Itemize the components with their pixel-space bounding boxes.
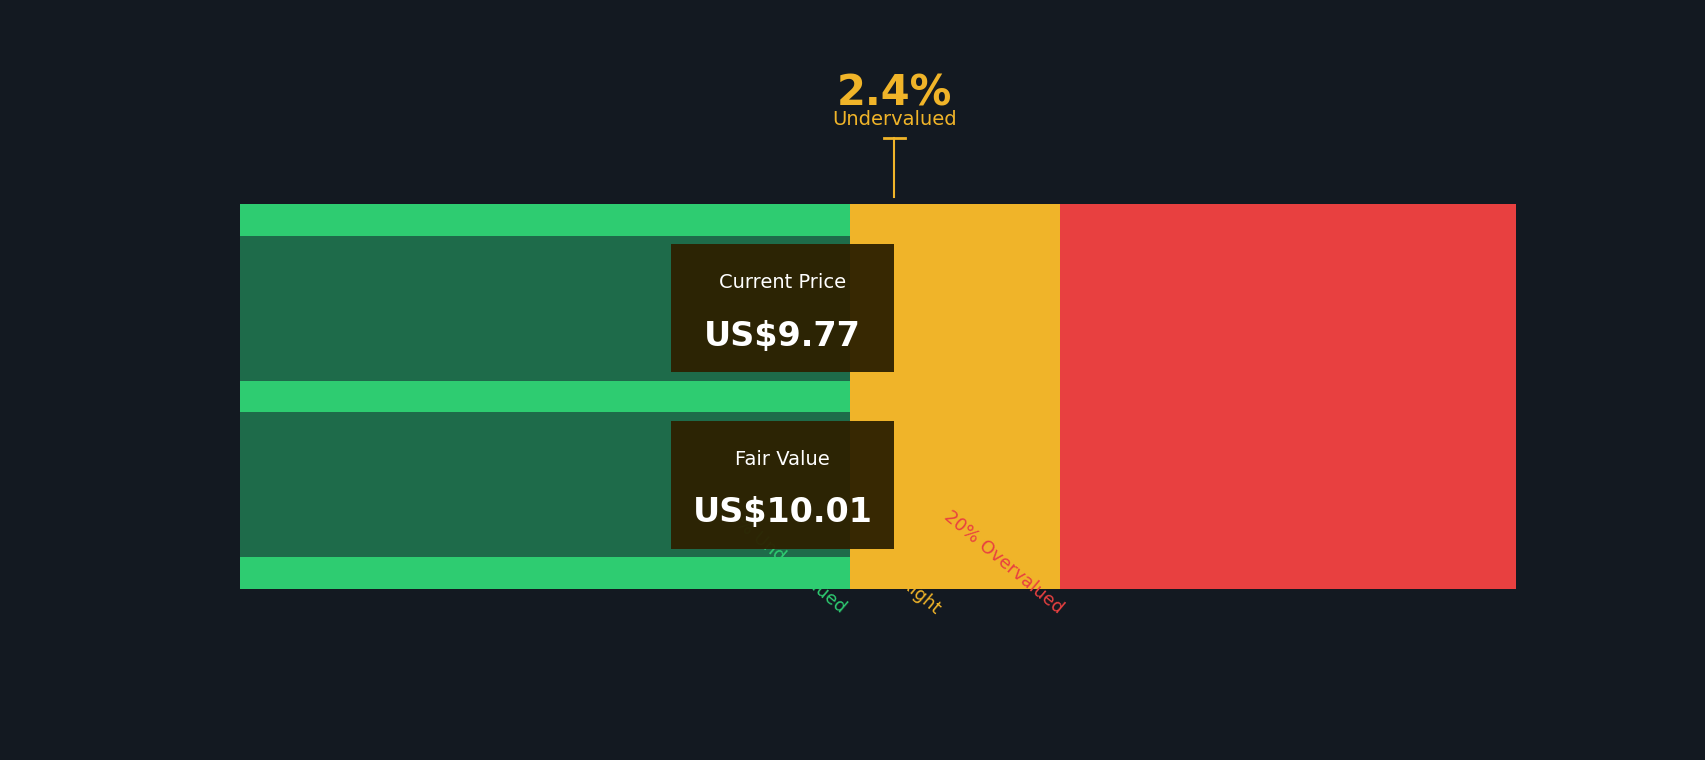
- Bar: [1059, 412, 1514, 557]
- Text: Current Price: Current Price: [718, 274, 846, 293]
- Text: US$10.01: US$10.01: [692, 496, 871, 529]
- Bar: [1059, 236, 1514, 381]
- Bar: [849, 412, 1059, 557]
- Bar: [239, 236, 849, 381]
- Text: Fair Value: Fair Value: [735, 450, 829, 469]
- Text: US$9.77: US$9.77: [704, 320, 861, 353]
- Bar: [849, 236, 1059, 381]
- Bar: [670, 245, 893, 372]
- Text: 20% Overvalued: 20% Overvalued: [939, 507, 1066, 617]
- Text: 2.4%: 2.4%: [835, 73, 951, 115]
- Text: About Right: About Right: [851, 535, 945, 617]
- Bar: [239, 381, 849, 412]
- Bar: [1059, 381, 1514, 412]
- Bar: [670, 421, 893, 549]
- Bar: [239, 557, 849, 588]
- Bar: [1059, 557, 1514, 588]
- Bar: [849, 557, 1059, 588]
- Text: Undervalued: Undervalued: [832, 110, 957, 129]
- Bar: [239, 412, 849, 557]
- Bar: [849, 204, 1059, 236]
- Bar: [849, 381, 1059, 412]
- Text: 20% Undervalued: 20% Undervalued: [714, 500, 849, 617]
- Bar: [239, 204, 849, 236]
- Bar: [1059, 204, 1514, 236]
